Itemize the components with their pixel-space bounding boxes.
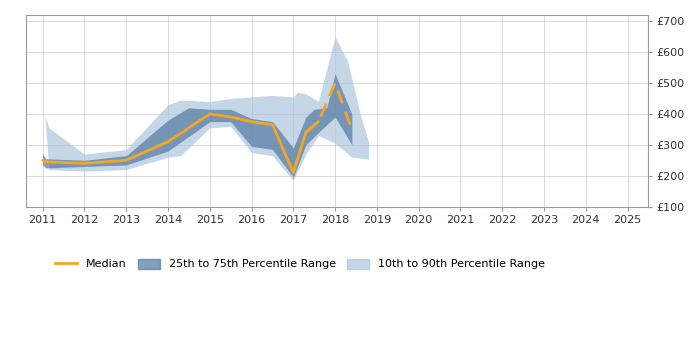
- Legend: Median, 25th to 75th Percentile Range, 10th to 90th Percentile Range: Median, 25th to 75th Percentile Range, 1…: [50, 254, 550, 274]
